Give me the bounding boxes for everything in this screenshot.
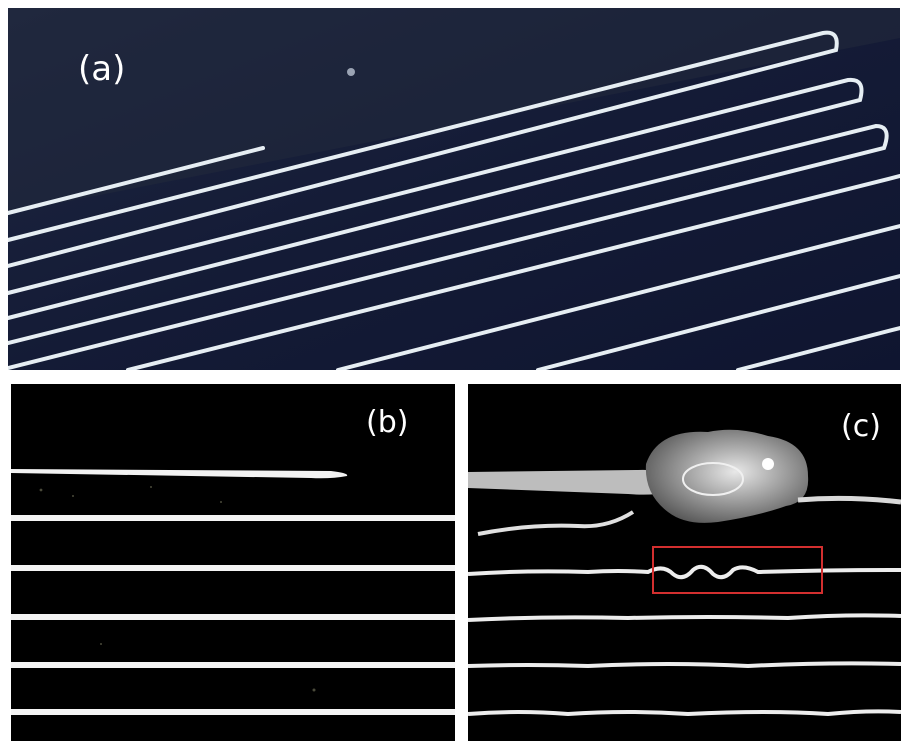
panel-a-label: (a) — [78, 49, 126, 89]
straight-lines-graphic — [11, 384, 455, 741]
panel-b-image: (b) — [11, 384, 455, 741]
panel-a-image: (a) — [8, 8, 900, 370]
wavy-lines-graphic — [468, 384, 901, 741]
panel-c-label: (c) — [841, 409, 881, 444]
panel-b-label: (b) — [366, 405, 409, 440]
panel-c-image: (c) — [468, 384, 901, 741]
highlight-box — [652, 546, 823, 594]
serpentine-lines-graphic — [8, 8, 900, 370]
